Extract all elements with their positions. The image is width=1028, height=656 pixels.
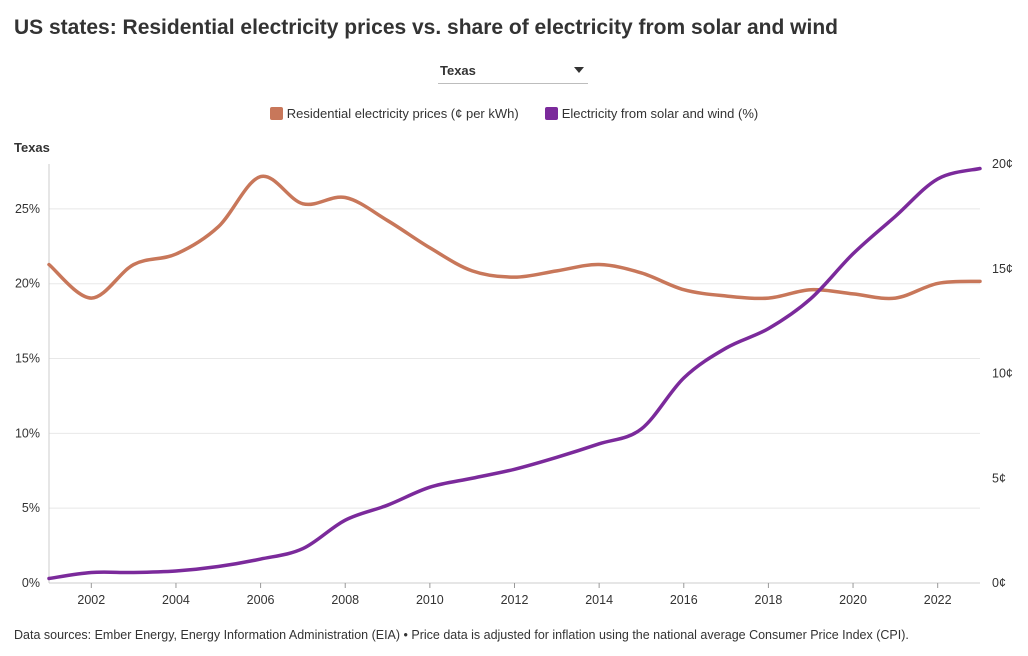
legend-item-solar-wind[interactable]: Electricity from solar and wind (%) [544,106,759,121]
y-left-tick-label: 25% [15,202,40,216]
x-tick-label: 2022 [924,593,952,607]
x-tick-label: 2004 [162,593,190,607]
x-tick-label: 2006 [247,593,275,607]
legend-swatch-solar-wind [544,107,558,120]
x-tick-label: 2014 [585,593,613,607]
series-line-prices [47,174,982,301]
legend: Residential electricity prices (¢ per kW… [0,106,1028,121]
y-left-tick-label: 15% [15,352,40,366]
y-right-tick-label: 0¢ [992,576,1006,590]
x-tick-label: 2002 [77,593,105,607]
x-tick-label: 2016 [670,593,698,607]
y-right-tick-label: 20¢ [992,157,1013,171]
chart-state-label: Texas [14,140,50,155]
y-right-tick-label: 15¢ [992,262,1013,276]
x-tick-label: 2020 [839,593,867,607]
y-left-tick-label: 10% [15,426,40,440]
y-left-tick-label: 20% [15,277,40,291]
y-left-tick-label: 0% [22,576,40,590]
chart-title: US states: Residential electricity price… [14,16,838,39]
state-dropdown[interactable]: Texas [438,59,588,84]
legend-label-solar-wind: Electricity from solar and wind (%) [561,106,759,121]
y-left-tick-label: 5% [22,501,40,515]
legend-item-prices[interactable]: Residential electricity prices (¢ per kW… [269,106,519,121]
x-tick-label: 2018 [755,593,783,607]
chevron-down-icon [574,67,584,73]
x-tick-label: 2010 [416,593,444,607]
footer-sources: Data sources: Ember Energy, Energy Infor… [14,628,909,642]
y-right-tick-label: 10¢ [992,367,1013,381]
x-tick-label: 2012 [501,593,529,607]
series-line-solar-wind [47,166,982,581]
state-dropdown-value: Texas [440,63,476,78]
legend-swatch-prices [269,107,283,120]
legend-label-prices: Residential electricity prices (¢ per kW… [286,106,519,121]
y-right-tick-label: 5¢ [992,471,1006,485]
x-tick-label: 2008 [331,593,359,607]
